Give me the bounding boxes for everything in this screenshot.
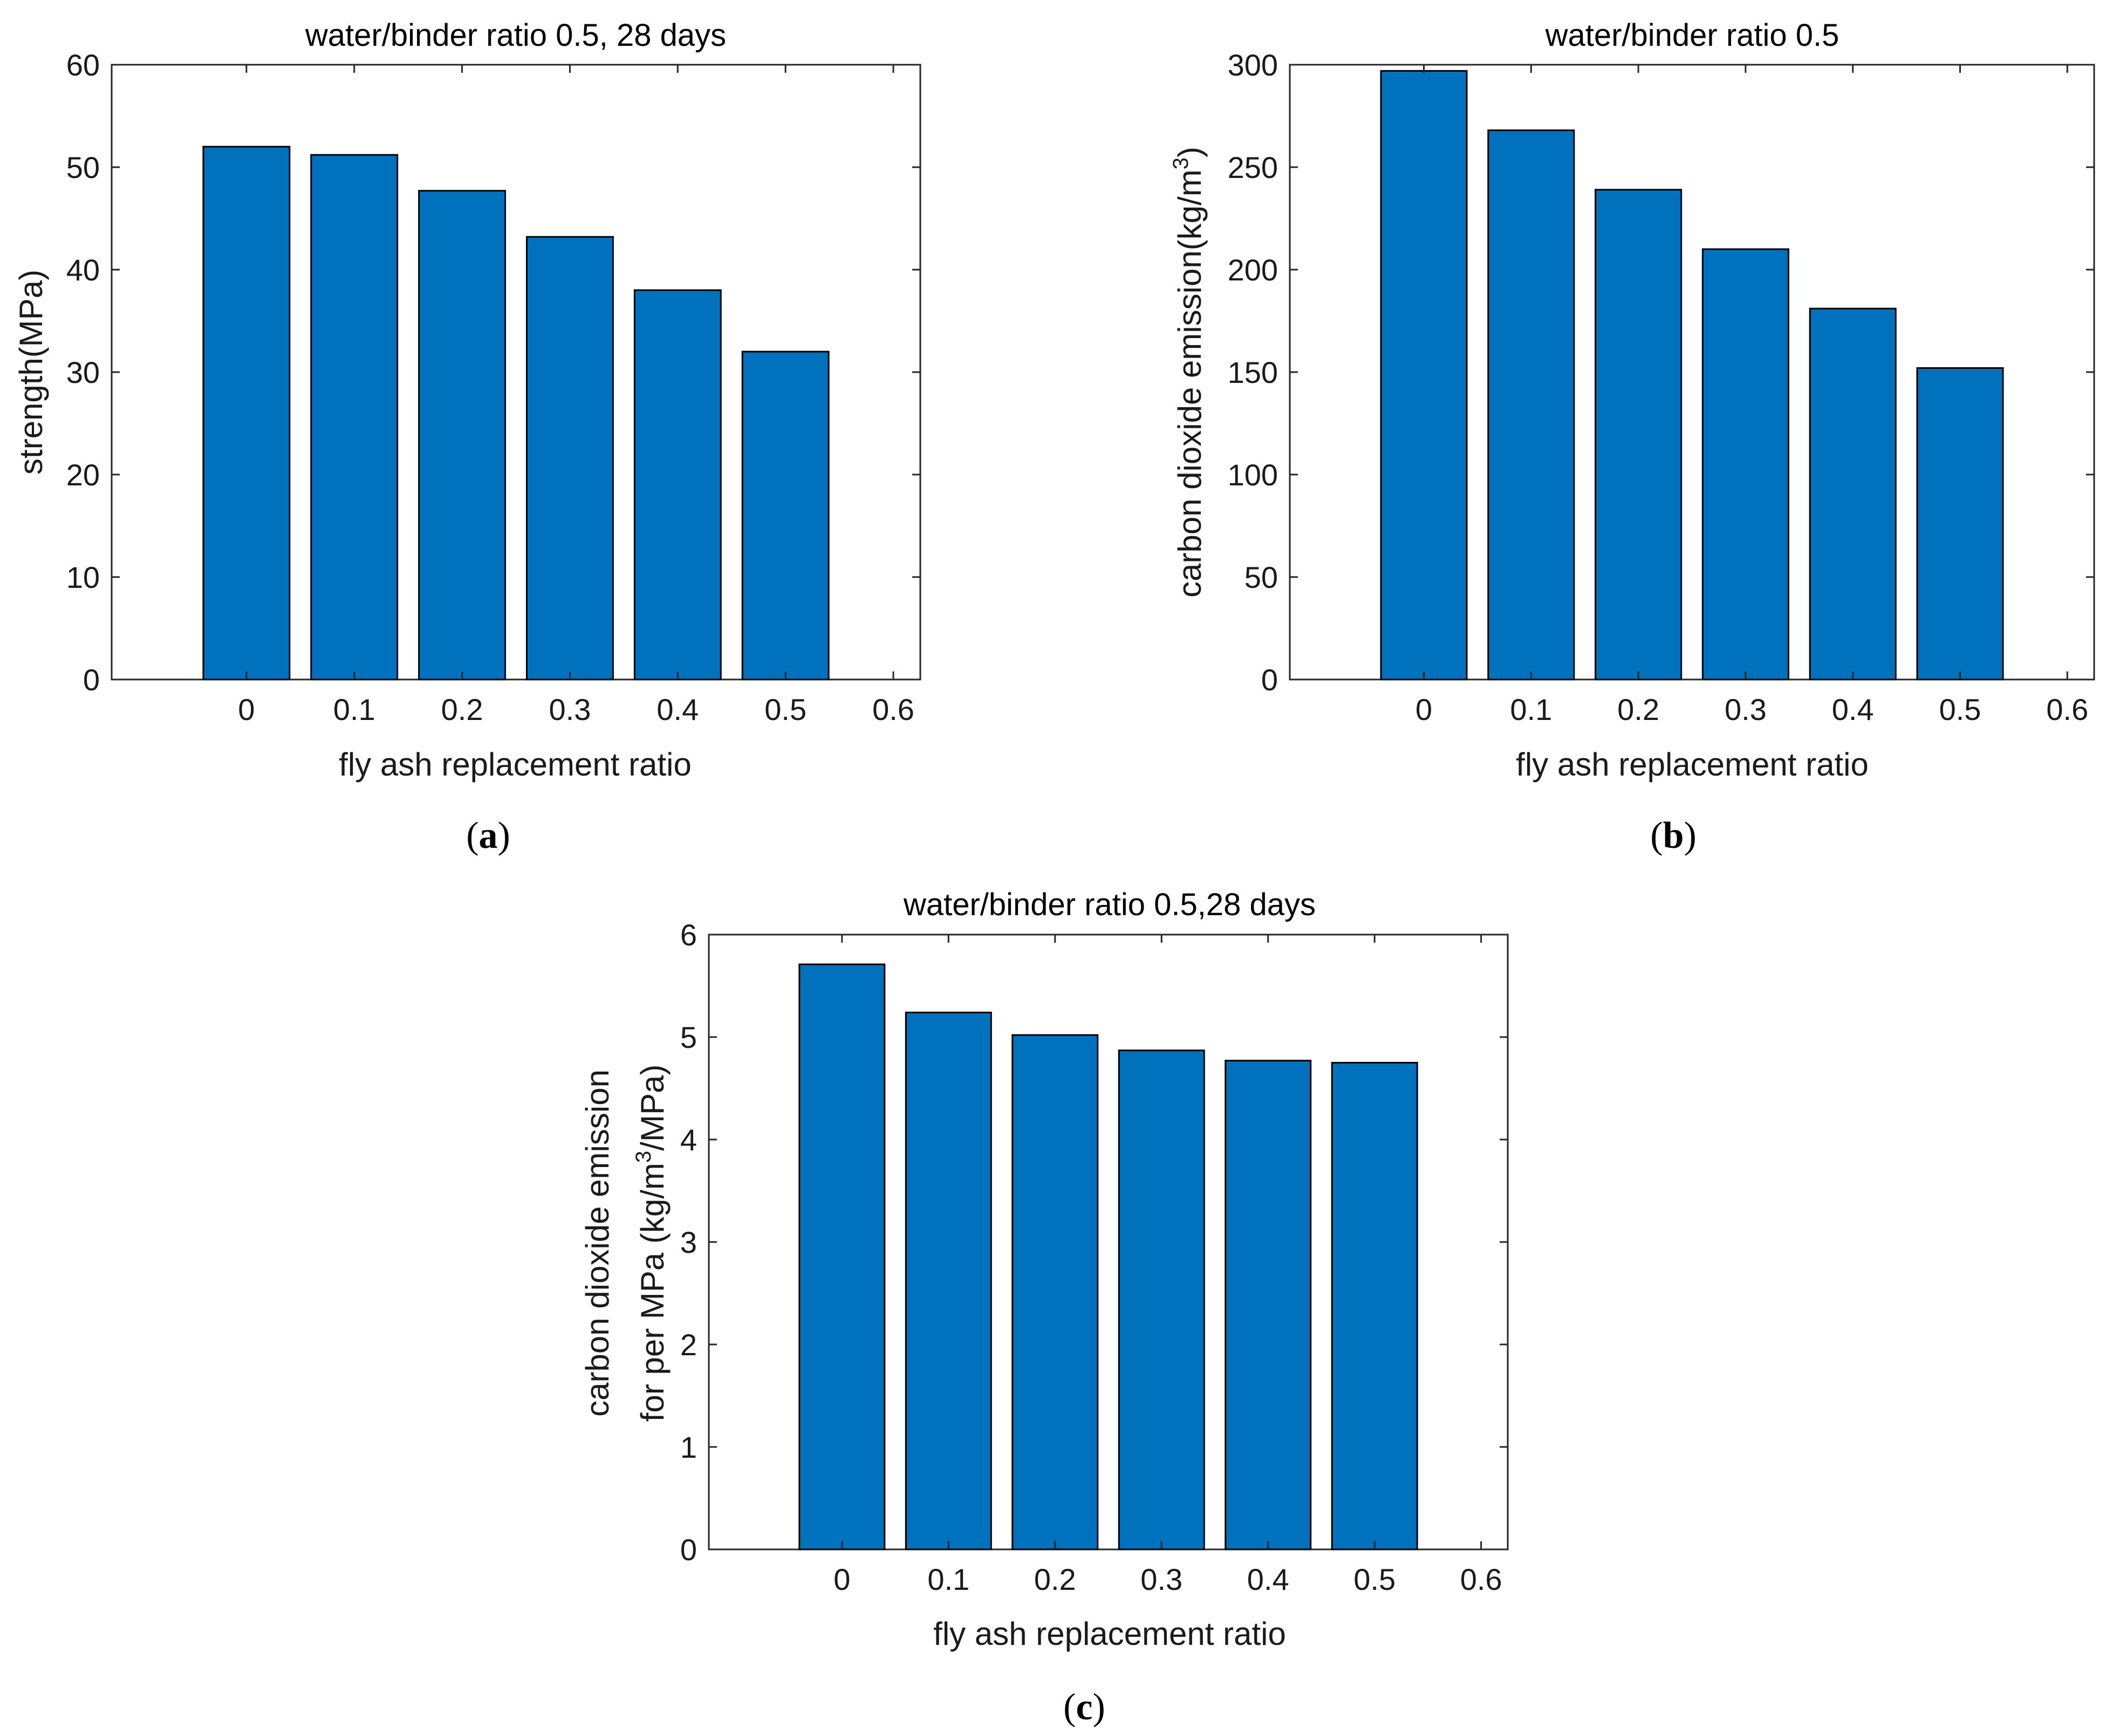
panel-a-caption: (a) [466,815,510,856]
panel-a-ytick-label-6: 60 [66,48,100,82]
panel-a-ytick-label-3: 30 [66,355,100,389]
panel-a-xlabel: fly ash replacement ratio [339,746,692,783]
panel-a-bar-3 [525,236,614,681]
panel-c-bar-0 [798,963,886,1550]
panel-b-xtick-label-1: 0.1 [1510,692,1552,726]
panel-b-caption: (b) [1650,815,1697,856]
panel-c-bar-3 [1118,1049,1205,1550]
panel-a-bar-1 [310,154,399,681]
panel-b-bar-5 [1916,367,2004,681]
panel-a-ylabel: strength(MPa) [13,270,49,475]
panel-b-ytick-label-4: 200 [1228,253,1278,287]
panel-c-bar-2 [1011,1034,1099,1550]
panel-b-ytick-label-3: 150 [1228,355,1278,389]
panel-b-xtick-label-5: 0.5 [1939,692,1981,726]
panel-c-xtick-label-2: 0.2 [1034,1562,1076,1596]
panel-a-ytick-label-5: 50 [66,150,100,184]
panel-b-xtick-label-6: 0.6 [2046,692,2088,726]
panel-a-ytick-label-2: 20 [66,458,100,492]
panel-c-ytick-label-6: 6 [680,918,697,952]
panel-c-ylabel-line2: for per MPa (kg/m3/MPa) [632,1065,671,1422]
panel-b-ylabel: carbon dioxide emission(kg/m3) [1169,147,1208,598]
panel-c-xtick-label-0: 0 [833,1562,850,1596]
panel-a-ytick-label-1: 10 [66,560,100,594]
panel-b-xlabel: fly ash replacement ratio [1516,746,1869,783]
panel-c-xtick-label-5: 0.5 [1353,1562,1396,1596]
panel-a-ytick-label-4: 40 [66,253,100,287]
panel-c-xtick-label-3: 0.3 [1140,1562,1182,1596]
panel-c-bar-5 [1331,1062,1418,1550]
panel-c-ytick-label-1: 1 [680,1430,697,1464]
panel-c-caption: (c) [1063,1686,1105,1728]
panel-b-xtick-label-2: 0.2 [1617,692,1659,726]
panel-b-ytick-label-6: 300 [1228,48,1278,82]
panel-b-ytick-label-0: 0 [1261,663,1278,697]
panel-a-xtick-label-4: 0.4 [657,692,699,726]
panel-c-xtick-label-6: 0.6 [1460,1562,1502,1596]
panel-b-ytick-label-2: 100 [1228,458,1278,492]
panel-b-ytick-label-1: 50 [1244,560,1278,594]
panel-b-bar-2 [1595,189,1683,681]
panel-a-bar-0 [202,146,291,681]
panel-c-bar-4 [1225,1060,1312,1550]
panel-b-bar-3 [1701,248,1789,681]
panel-c-ytick-label-2: 2 [680,1328,697,1362]
panel-a-xtick-label-3: 0.3 [549,692,591,726]
panel-a-xtick-label-2: 0.2 [441,692,483,726]
panel-a-bar-4 [633,289,722,681]
panel-c-co2-per-mpa-chart: water/binder ratio 0.5,28 days fly ash r… [579,887,1509,1728]
panel-c-xtick-label-4: 0.4 [1247,1562,1289,1596]
panel-a-strength-chart: water/binder ratio 0.5, 28 days fly ash … [13,18,921,856]
panel-b-bar-4 [1809,307,1897,681]
panel-c-title: water/binder ratio 0.5,28 days [903,887,1316,922]
panel-c-bar-1 [905,1011,992,1550]
panel-c-xtick-label-1: 0.1 [927,1562,969,1596]
panel-b-bar-1 [1487,129,1575,681]
panel-a-xtick-label-5: 0.5 [764,692,806,726]
panel-c-ytick-label-4: 4 [680,1123,697,1157]
panel-b-bar-0 [1380,70,1468,681]
panel-b-xtick-label-3: 0.3 [1725,692,1767,726]
panel-c-ylabel-line1: carbon dioxide emission [579,1069,616,1417]
panel-b-title: water/binder ratio 0.5 [1545,18,1840,53]
panel-a-bar-2 [418,190,507,681]
panel-b-ytick-label-5: 250 [1228,150,1278,184]
panel-a-ytick-label-0: 0 [83,663,100,697]
panel-a-xtick-label-1: 0.1 [333,692,375,726]
panel-c-xlabel: fly ash replacement ratio [933,1616,1286,1652]
panel-a-xtick-label-0: 0 [238,692,255,726]
panel-b-xtick-label-4: 0.4 [1832,692,1874,726]
panel-a-xtick-label-6: 0.6 [872,692,914,726]
panel-c-ytick-label-5: 5 [680,1020,697,1054]
panel-a-title: water/binder ratio 0.5, 28 days [305,18,726,53]
panel-c-ytick-label-0: 0 [680,1533,697,1567]
panel-b-xtick-label-0: 0 [1415,692,1432,726]
panel-b-co2-emission-chart: water/binder ratio 0.5 fly ash replaceme… [1169,18,2095,856]
panel-a-bar-5 [741,351,830,681]
panel-c-ytick-label-3: 3 [680,1225,697,1259]
